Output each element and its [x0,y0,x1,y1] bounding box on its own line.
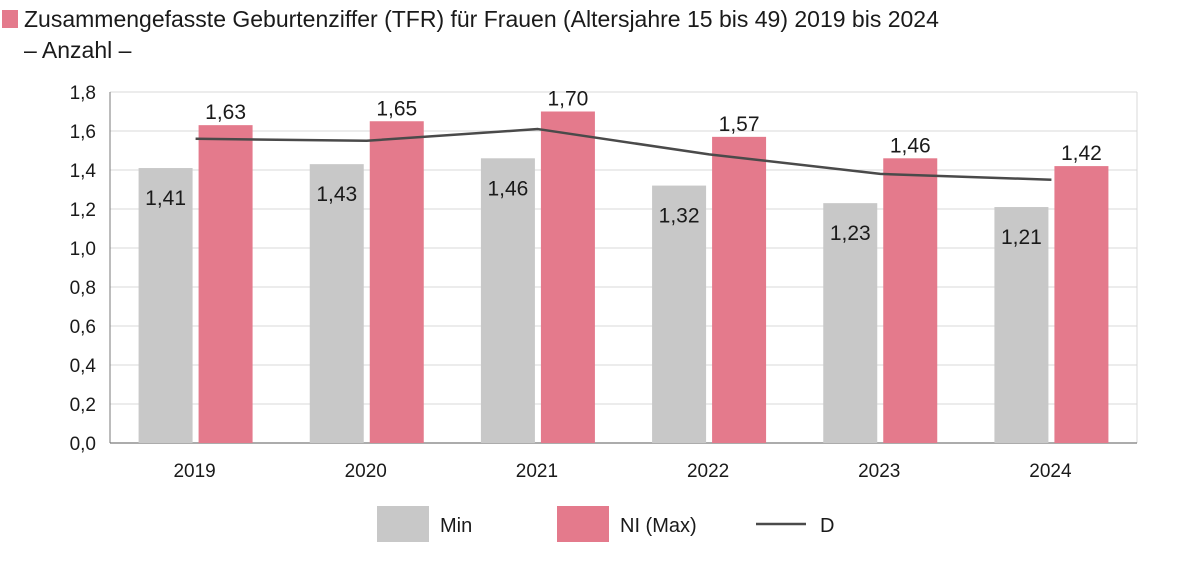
legend-label-line: D [820,515,834,537]
data-label-min: 1,32 [659,205,700,228]
bar-max [369,121,424,443]
y-tick-label: 0,8 [70,278,96,299]
y-tick-label: 1,6 [70,122,96,143]
bar-max [883,158,938,444]
bar-min [994,207,1049,443]
bar-min [480,158,535,444]
bar-min [652,185,707,443]
y-tick-label: 1,0 [70,239,96,260]
legend-swatch-max [557,506,609,542]
bar-min [823,203,878,443]
bar-max [1054,166,1109,443]
data-label-min: 1,21 [1001,226,1042,249]
x-tick-label: 2021 [516,461,558,482]
chart-title: Zusammengefasste Geburtenziffer (TFR) fü… [24,6,939,32]
x-tick-label: 2024 [1029,461,1072,482]
bar-min [309,164,364,443]
average-line [195,127,1052,181]
bar-max [712,136,767,443]
y-tick-label: 0,0 [70,434,96,455]
bar-max [540,111,595,443]
legend-swatch-min [377,506,429,542]
data-label-max: 1,65 [376,97,417,120]
y-tick-label: 1,4 [70,161,97,182]
chart-subtitle: – Anzahl – [24,37,132,63]
data-labels: 1,41 1,63 1,43 1,65 1,46 1,70 1,32 1,57 1,23 1,46… [145,88,1102,250]
data-label-max: 1,70 [547,88,588,111]
x-axis-ticks: 2019 2020 2021 2022 2023 2024 [173,461,1072,482]
grid-lines [109,91,1138,444]
legend: Min NI (Max) D [377,506,834,542]
legend-label-min: Min [440,515,472,537]
y-tick-label: 1,8 [70,83,96,104]
bar-max [198,125,253,444]
y-tick-label: 0,4 [70,356,97,377]
data-label-max: 1,42 [1061,142,1102,165]
data-label-min: 1,41 [145,187,186,210]
x-tick-label: 2023 [858,461,900,482]
x-tick-label: 2020 [345,461,387,482]
data-label-max: 1,63 [205,101,246,124]
bar-min [138,168,193,444]
series-line-d [195,127,1052,181]
data-label-min: 1,43 [316,183,357,206]
title-marker [2,10,18,28]
y-tick-label: 0,2 [70,395,96,416]
data-label-max: 1,46 [890,134,931,157]
legend-label-max: NI (Max) [620,515,697,537]
y-tick-label: 0,6 [70,317,96,338]
data-label-min: 1,46 [487,177,528,200]
y-tick-label: 1,2 [70,200,96,221]
y-axis-ticks: 0,0 0,2 0,4 0,6 0,8 1,0 1,2 1,4 1,6 1,8 [70,83,97,455]
data-label-max: 1,57 [719,113,760,136]
x-tick-label: 2022 [687,461,729,482]
bars [138,111,1109,444]
x-tick-label: 2019 [173,461,215,482]
data-label-min: 1,23 [830,222,871,245]
